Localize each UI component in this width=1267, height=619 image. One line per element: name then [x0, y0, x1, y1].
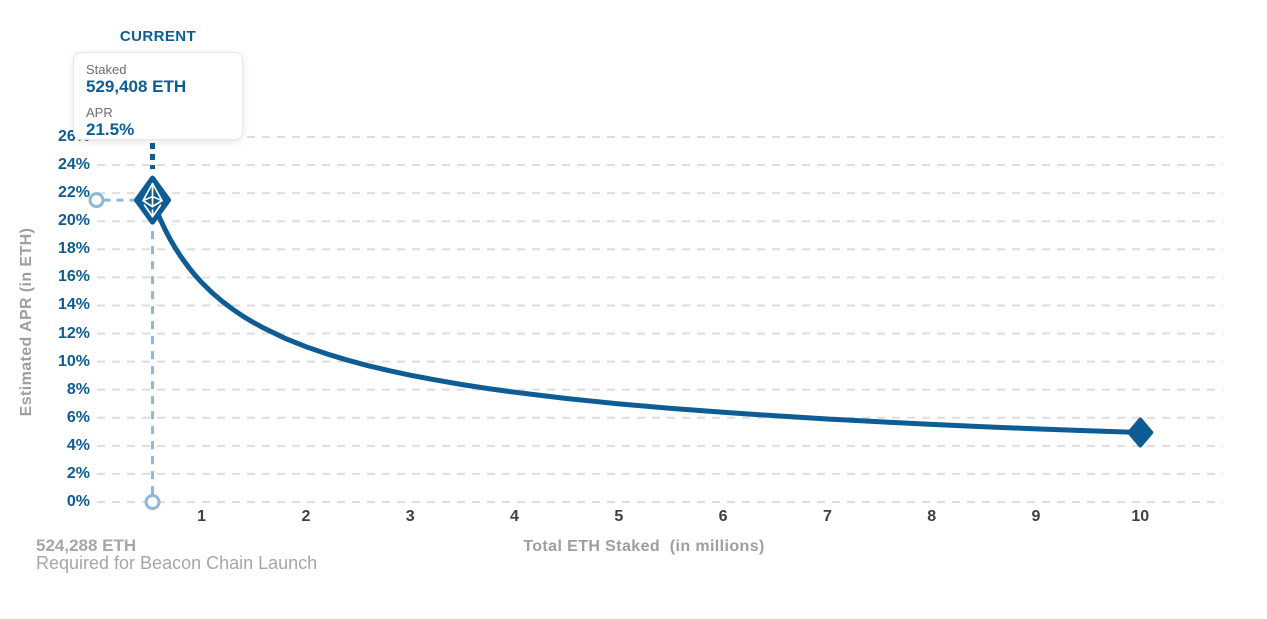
y-tick-label: 0% [66, 493, 90, 510]
x-tick-label: 2 [301, 508, 311, 525]
current-point-tooltip: Staked 529,408 ETH APR 21.5% [73, 52, 243, 140]
tooltip-apr-label: APR [86, 105, 113, 120]
x-tick-label: 7 [822, 508, 832, 525]
y-tick-label: 24% [57, 156, 90, 174]
x-axis-title: Total ETH Staked (in millions) [523, 538, 765, 555]
tooltip-apr-value: 21.5% [86, 120, 135, 139]
y-tick-label: 22% [57, 184, 90, 202]
x-tick-label: 9 [1031, 508, 1041, 525]
ethereum-icon [142, 195, 163, 202]
annotation-description: Required for Beacon Chain Launch [36, 553, 318, 573]
x-tick-label: 3 [405, 508, 415, 525]
y-tick-label: 18% [57, 240, 90, 258]
x-tick-label: 6 [718, 508, 728, 525]
end-point-marker[interactable] [1127, 417, 1154, 448]
y-tick-label: 2% [66, 464, 90, 482]
x-axis-marker-circle [144, 494, 161, 510]
y-tick-label: 20% [57, 212, 90, 230]
annotation-eth-amount: 524,288 ETH [36, 536, 137, 555]
y-tick-label: 8% [66, 380, 90, 398]
y-tick-label: 4% [66, 436, 90, 454]
x-tick-label: 1 [197, 508, 207, 525]
y-tick-label: 16% [57, 268, 90, 286]
x-tick-label: 8 [927, 508, 937, 525]
y-tick-label: 6% [66, 408, 90, 426]
x-tick-label: 10 [1131, 508, 1150, 525]
x-tick-label: 4 [510, 508, 519, 525]
current-label: CURRENT [119, 28, 197, 45]
tooltip-staked-label: Staked [86, 62, 127, 77]
y-tick-label: 14% [57, 296, 90, 314]
apr-curve [150, 197, 1143, 435]
beacon-launch-annotation: 524,288 ETH Required for Beacon Chain La… [36, 537, 317, 573]
tooltip-staked-value: 529,408 ETH [86, 77, 187, 96]
y-tick-label: 12% [57, 324, 90, 342]
y-axis-marker-circle [88, 192, 105, 209]
y-tick-label: 10% [57, 352, 90, 370]
x-tick-label: 5 [614, 508, 624, 525]
